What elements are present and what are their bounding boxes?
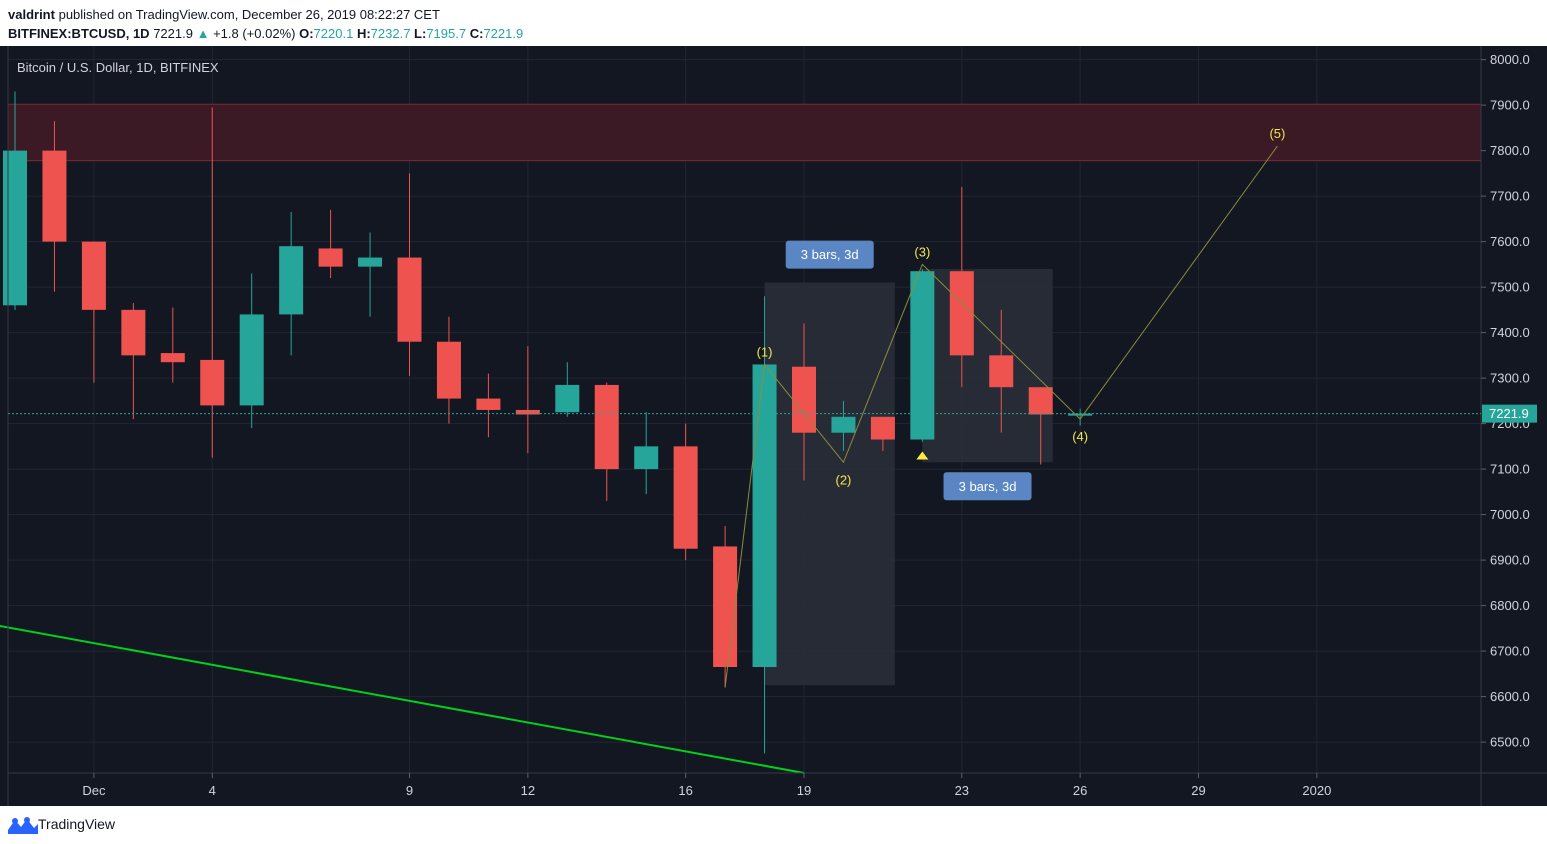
wave-label: (3) [914,244,930,259]
candle-body [752,364,777,667]
y-tick-label: 7000.0 [1490,507,1530,522]
x-tick-label: 9 [406,783,413,798]
candle-body [594,384,619,470]
range-badge-label: 3 bars, 3d [959,479,1017,494]
y-tick-label: 7700.0 [1490,189,1530,204]
candle-body [200,359,225,406]
candle-body [792,366,816,433]
y-tick-label: 8000.0 [1490,52,1530,67]
x-tick-label: 29 [1191,783,1205,798]
close-label: C: [469,26,484,41]
wave-path [724,145,1278,688]
symbol-label: BITFINEX:BTCUSD, 1D [8,26,150,41]
footer-bar: TradingView [0,806,1547,844]
y-tick-label: 7600.0 [1490,234,1530,249]
range-box-layer: 3 bars, 3d 3 bars, 3d [764,240,1053,686]
candle-body [673,446,698,549]
y-tick-label: 6900.0 [1490,553,1530,568]
candle-body [239,314,264,406]
candle-body [989,355,1014,388]
high-value: 7232.7 [370,26,411,41]
candle-body [3,150,27,306]
candles-layer [3,91,1093,754]
resistance-zone [7,103,1482,162]
candle-body [713,546,738,667]
chart-area[interactable]: 3 bars, 3d 3 bars, 3d (1) (2) (3) (4) (5) 650… [0,46,1547,806]
range-box [922,268,1053,463]
ohlc-line: BITFINEX:BTCUSD, 1D 7221.9 ▲ +1.8 (+0.02… [8,26,523,41]
low-value: 7195.7 [426,26,467,41]
range-badge-label: 3 bars, 3d [801,247,859,262]
y-tick-label: 6700.0 [1490,644,1530,659]
candle-body [555,384,580,413]
y-tick-label: 7400.0 [1490,325,1530,340]
candle-body [949,271,974,356]
trendline-layer [0,624,805,774]
candle-body [476,398,501,410]
up-arrow-icon: ▲ [196,26,210,41]
marker-triangle-icon [916,451,929,460]
y-tick-label: 7900.0 [1490,98,1530,113]
candle-body [1028,387,1053,415]
candle-body [515,409,540,415]
candle-body [397,257,422,342]
candle-body [870,416,895,440]
y-tick-label: 6800.0 [1490,598,1530,613]
last-price-label: 7221.9 [1489,406,1529,421]
legend-title: Bitcoin / U.S. Dollar, 1D, BITFINEX [17,60,219,75]
open-value: 7220.1 [313,26,354,41]
range-box [764,282,895,686]
publish-line: valdrint published on TradingView.com, D… [8,7,440,22]
last-price: 7221.9 [153,26,193,41]
tradingview-logo-icon[interactable] [8,816,38,834]
candle-body [81,241,106,310]
wave-label: (4) [1072,429,1088,444]
axes-layer: 6500.0 6600.0 6700.0 6800.0 6900.0 7000.0 7100… [7,46,1547,806]
candle-body [279,246,304,315]
tradingview-brand[interactable]: TradingView [38,816,116,832]
candle-body [436,341,461,399]
candle-body [121,309,146,356]
wave-label: (1) [757,344,773,359]
wave-label: (2) [836,472,852,487]
x-tick-label: 26 [1073,783,1087,798]
x-tick-label: Dec [82,783,106,798]
price-change: +1.8 (+0.02%) [213,26,296,41]
close-value: 7221.9 [483,26,524,41]
zone-layer [7,103,1482,162]
candle-body [42,150,67,242]
author-name[interactable]: valdrint [8,7,55,22]
chart-svg[interactable]: 3 bars, 3d 3 bars, 3d (1) (2) (3) (4) (5) 650… [0,46,1547,806]
wave-layer: (1) (2) (3) (4) (5) [724,126,1285,688]
high-label: H: [356,26,371,41]
open-label: O: [299,26,314,41]
candle-body [831,416,856,433]
x-tick-label: 12 [521,783,535,798]
y-tick-label: 6600.0 [1490,689,1530,704]
x-tick-label: 19 [797,783,811,798]
candle-body [910,271,935,440]
range-badge [785,240,874,269]
candle-body [160,353,185,363]
x-tick-label: 4 [209,783,216,798]
candle-body [358,257,383,267]
x-tick-label: 23 [955,783,969,798]
candle-body [634,446,659,470]
candle-body [1068,413,1093,416]
header-bar: valdrint published on TradingView.com, D… [0,0,1547,46]
trendline [0,624,805,774]
x-tick-label: 16 [678,783,692,798]
y-tick-label: 7500.0 [1490,280,1530,295]
y-tick-label: 7300.0 [1490,371,1530,386]
x-tick-label: 2020 [1302,783,1331,798]
candle-body [318,248,343,267]
range-badge [943,472,1032,501]
low-label: L: [414,26,427,41]
wave-label: (5) [1269,126,1285,141]
y-tick-label: 7100.0 [1490,462,1530,477]
publish-info: published on TradingView.com, December 2… [58,7,440,22]
y-tick-label: 7800.0 [1490,143,1530,158]
last-price-tag [1482,404,1537,423]
y-tick-label: 6500.0 [1490,735,1530,750]
